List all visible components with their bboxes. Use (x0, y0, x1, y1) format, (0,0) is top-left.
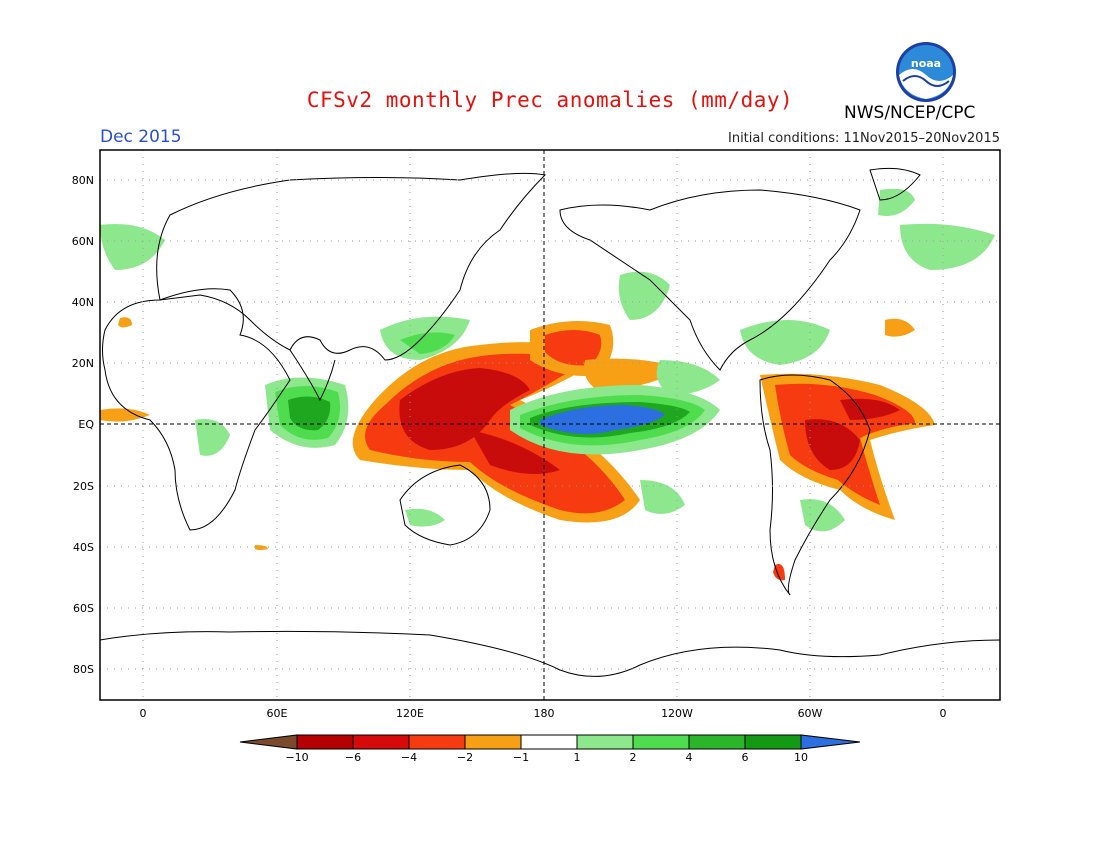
coast-eurasia (156, 172, 547, 361)
colorbar-label: −10 (285, 751, 308, 764)
coast-greenland (869, 167, 921, 201)
map-title: CFSv2 monthly Prec anomalies (mm/day) (306, 88, 794, 112)
coast-north-america (559, 189, 861, 371)
lat-lon-grid (100, 150, 1000, 700)
colorbar-label: 1 (574, 751, 581, 764)
colorbar-label: 2 (630, 751, 637, 764)
anomaly-fields (100, 188, 995, 581)
lat-label: 20N (72, 357, 94, 370)
colorbar-label: 4 (686, 751, 693, 764)
initial-conditions: Initial conditions: 11Nov2015–20Nov2015 (728, 131, 1000, 146)
lon-label: 120W (661, 707, 693, 720)
lon-label: 0 (940, 707, 947, 720)
coast-antarctica (100, 630, 1000, 677)
colorbar-label: 6 (742, 751, 749, 764)
latitude-labels: 80N 60N 40N 20N EQ 20S 40S 60S 80S (72, 174, 95, 676)
lon-label: 60W (798, 707, 823, 720)
noaa-logo-text: noaa (911, 57, 941, 70)
colorbar-label: −6 (345, 751, 361, 764)
coast-south-america (759, 374, 871, 596)
map-frame (99, 149, 1001, 701)
lon-label: 60E (267, 707, 288, 720)
colorbar-swatch (576, 734, 634, 750)
lon-label: 120E (396, 707, 424, 720)
colorbar: −10 −6 −4 −2 −1 1 2 4 6 10 (239, 734, 861, 764)
coast-africa-europe (102, 288, 291, 531)
lat-label: 60S (73, 602, 94, 615)
colorbar-swatch (464, 734, 522, 750)
colorbar-label: −1 (513, 751, 529, 764)
coast-india (289, 349, 336, 402)
colorbar-arrow-high (800, 734, 861, 750)
lat-label: 80N (72, 174, 94, 187)
lat-label: 40S (73, 541, 94, 554)
lon-label: 180 (534, 707, 555, 720)
coast-australia (399, 464, 491, 546)
lon-label: 0 (140, 707, 147, 720)
colorbar-swatch (352, 734, 410, 750)
equator-dateline (100, 150, 1000, 700)
lat-label: 40N (72, 296, 94, 309)
lat-label: 20S (73, 480, 94, 493)
agency-label: NWS/NCEP/CPC (844, 103, 976, 123)
colorbar-arrow-low (239, 734, 298, 750)
lat-label: 60N (72, 235, 94, 248)
colorbar-label: 10 (794, 751, 808, 764)
lat-label: EQ (78, 418, 94, 431)
colorbar-swatch (408, 734, 466, 750)
colorbar-label: −2 (457, 751, 473, 764)
colorbar-swatch (296, 734, 354, 750)
colorbar-swatch (520, 734, 578, 750)
longitude-labels: 0 60E 120E 180 120W 60W 0 (140, 707, 947, 720)
noaa-logo: noaa (895, 41, 957, 107)
colorbar-swatch (744, 734, 802, 750)
forecast-month: Dec 2015 (100, 127, 182, 147)
colorbar-label: −4 (401, 751, 417, 764)
colorbar-swatch (688, 734, 746, 750)
coastlines (100, 167, 1000, 677)
colorbar-swatch (632, 734, 690, 750)
lat-label: 80S (73, 663, 94, 676)
